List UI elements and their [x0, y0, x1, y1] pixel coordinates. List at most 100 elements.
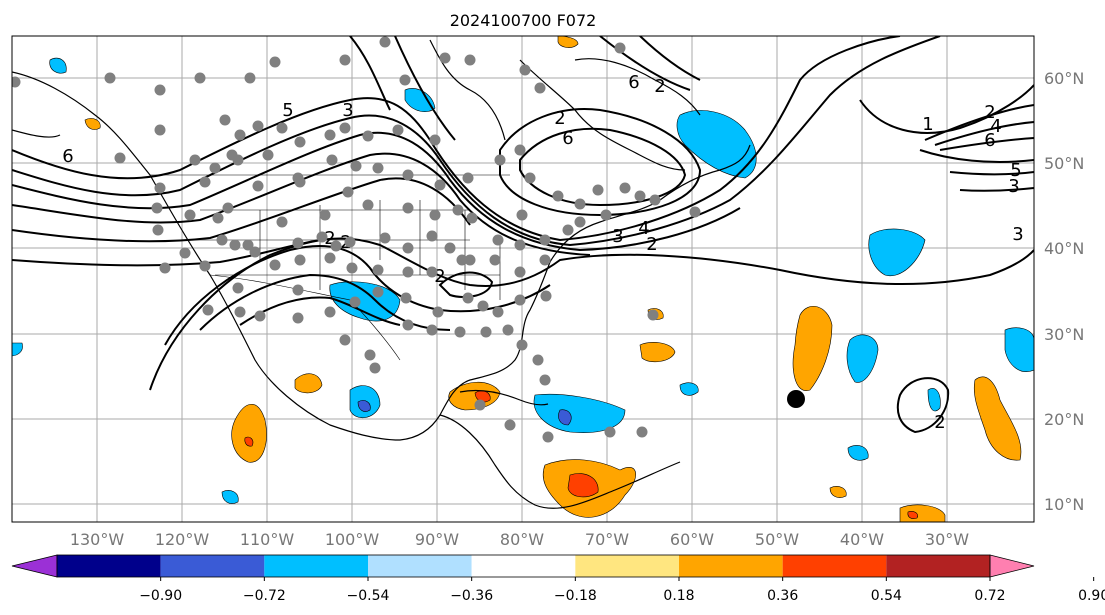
latitude-label: 20°N [1044, 410, 1084, 429]
observation-dot [489, 254, 501, 266]
observation-dot [492, 306, 504, 318]
longitude-label: 40°W [840, 530, 884, 549]
map-border [11, 35, 1035, 523]
longitude-label: 120°W [155, 530, 210, 549]
colorbar-max-extension [989, 554, 1035, 578]
observation-dot [502, 324, 514, 336]
observation-dot [294, 176, 306, 188]
observation-dot [362, 130, 374, 142]
shaded-regions [12, 36, 1034, 522]
observation-dot [232, 154, 244, 166]
observation-dot [379, 36, 391, 48]
observation-dot [324, 129, 336, 141]
observation-dot [222, 202, 234, 214]
colorbar-label: −0.72 [243, 588, 286, 604]
shade-orange-atl-east [973, 376, 1022, 461]
observation-dot [444, 242, 456, 254]
latitude-label: 40°N [1044, 239, 1084, 258]
observation-dot [429, 134, 441, 146]
contour-label: 4 [638, 218, 649, 239]
observation-dot [402, 169, 414, 181]
colorbar-label: −0.36 [450, 588, 493, 604]
observation-dot [402, 202, 414, 214]
observation-dot [12, 76, 21, 88]
observation-dot [254, 310, 266, 322]
observation-dot [462, 172, 474, 184]
colorbar-swatch [57, 555, 161, 577]
contour-label: 3 [612, 226, 623, 247]
observation-dot [346, 262, 358, 274]
colorbar-labels: −0.90 −0.72 −0.54 −0.36 −0.18 0.18 0.36 0.54 0.7… [139, 577, 1105, 604]
colorbar-label: −0.90 [139, 588, 182, 604]
contour-label: 2 [646, 234, 657, 255]
observation-dot [539, 234, 551, 246]
observation-dot [466, 212, 478, 224]
observation-dot [292, 312, 304, 324]
observation-dots [12, 36, 701, 443]
shade-blue-small-1 [221, 490, 239, 504]
observation-dot [492, 234, 504, 246]
observation-dot [229, 239, 241, 251]
shade-red-mexico [244, 436, 254, 447]
colorbar-label: 0.72 [974, 588, 1005, 604]
observation-dot [592, 184, 604, 196]
observation-dot [552, 190, 564, 202]
colorbar-label: 0.18 [663, 588, 694, 604]
observation-dot [152, 224, 164, 236]
colorbar-min-extension [11, 554, 58, 578]
colorbar-swatch [886, 555, 990, 577]
shade-orange-atl-central [792, 306, 833, 391]
observation-dot [234, 306, 246, 318]
longitude-label: 90°W [415, 530, 459, 549]
observation-dot [539, 254, 551, 266]
observation-dot [252, 180, 264, 192]
observation-dot [504, 419, 516, 431]
latitude-labels: 60°N 50°N 40°N 30°N 20°N 10°N [1044, 69, 1084, 514]
shade-orange-gulf2 [639, 342, 676, 363]
observation-dot [464, 254, 476, 266]
map-title: 2024100700 F072 [450, 11, 597, 30]
shade-blue-small-3 [847, 445, 869, 461]
observation-dot [194, 72, 206, 84]
shade-orange-mexico [231, 403, 267, 463]
observation-dot [292, 284, 304, 296]
colorbar-swatch [264, 555, 368, 577]
observation-dot [399, 74, 411, 86]
observation-dot [519, 64, 531, 76]
shade-orange-cuba [448, 381, 501, 411]
shade-blue-hudson [404, 88, 436, 113]
contour-label: 4 [990, 116, 1001, 137]
observation-dot [294, 136, 306, 148]
observation-dot [426, 266, 438, 278]
contour-label: 3 [1012, 224, 1023, 245]
shade-blue-labrador [676, 110, 757, 179]
observation-dot [379, 232, 391, 244]
observation-dot [452, 204, 464, 216]
observation-dot [232, 282, 244, 294]
colorbar-swatch [782, 555, 887, 577]
observation-dot [339, 334, 351, 346]
observation-dot [342, 186, 354, 198]
observation-dot [516, 339, 528, 351]
observation-dot [179, 247, 191, 259]
observation-dot [516, 209, 528, 221]
longitude-label: 70°W [585, 530, 629, 549]
observation-dot [514, 239, 526, 251]
latitude-label: 30°N [1044, 325, 1084, 344]
observation-dot [432, 306, 444, 318]
colorbar-label: 0.90 [1078, 588, 1105, 604]
observation-dot [636, 426, 648, 438]
observation-dot [619, 182, 631, 194]
observation-dot [689, 206, 701, 218]
shade-orange-mexico-pac [294, 373, 323, 394]
colorbar-swatch [471, 555, 576, 577]
observation-dot [269, 56, 281, 68]
observation-dot [474, 399, 486, 411]
observation-dot [364, 349, 376, 361]
contour-label: 5 [282, 100, 293, 121]
observation-dot [269, 259, 281, 271]
contour-label: 2 [554, 108, 565, 129]
observation-dot [249, 246, 261, 258]
observation-dot [339, 54, 351, 66]
observation-dot [212, 212, 224, 224]
